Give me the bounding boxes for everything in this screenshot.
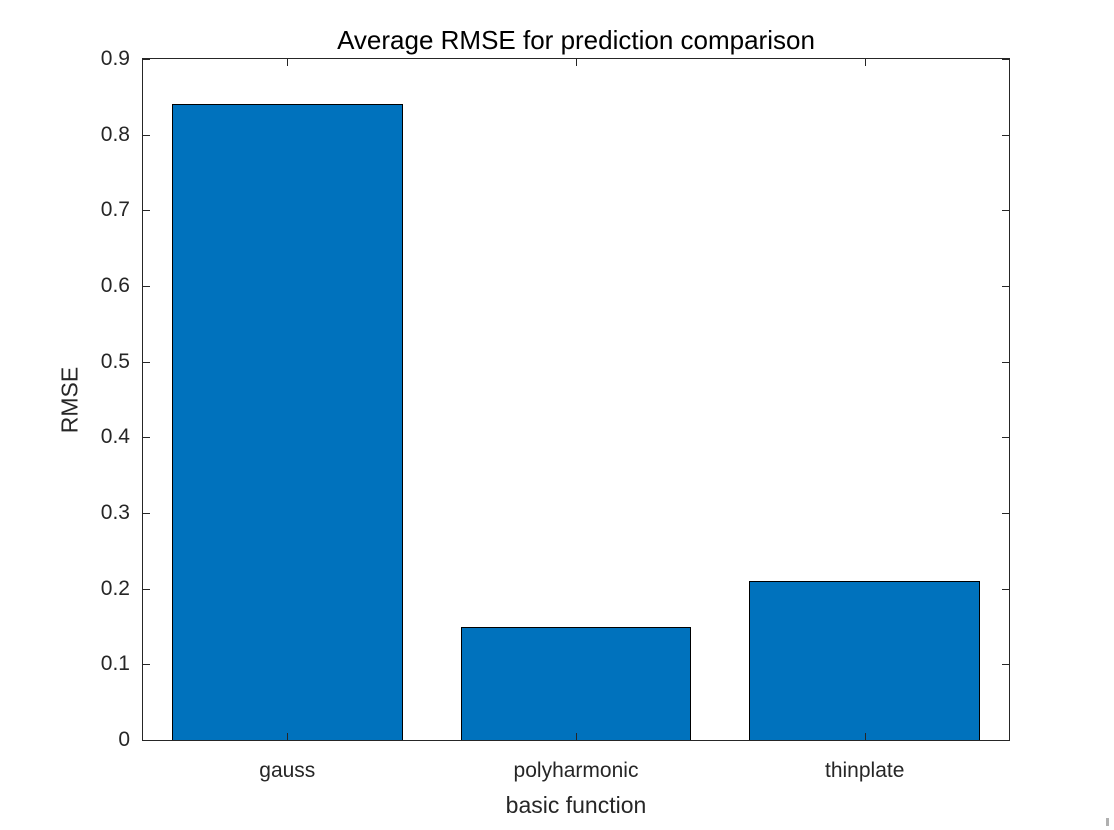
y-tick-label: 0.4 bbox=[100, 425, 130, 448]
y-tick-mark bbox=[143, 135, 150, 136]
y-tick-mark-right bbox=[1002, 437, 1009, 438]
bar-polyharmonic bbox=[460, 626, 692, 740]
x-tick-label-polyharmonic: polyharmonic bbox=[513, 759, 639, 782]
y-tick-mark bbox=[143, 589, 150, 590]
y-tick-label: 0.9 bbox=[100, 47, 130, 70]
y-tick-mark-right bbox=[1002, 286, 1009, 287]
y-tick-mark-right bbox=[1002, 513, 1009, 514]
y-tick-label: 0.6 bbox=[100, 274, 130, 297]
y-tick-mark bbox=[143, 362, 150, 363]
corner-artifact bbox=[1106, 818, 1109, 826]
y-tick-mark bbox=[143, 740, 150, 741]
y-tick-label: 0.5 bbox=[100, 350, 130, 373]
y-tick-mark-right bbox=[1002, 589, 1009, 590]
x-tick-mark bbox=[287, 733, 288, 740]
y-tick-mark-right bbox=[1002, 210, 1009, 211]
x-tick-mark bbox=[576, 733, 577, 740]
y-tick-mark bbox=[143, 513, 150, 514]
y-tick-label: 0.7 bbox=[100, 198, 130, 221]
y-tick-label: 0.2 bbox=[100, 577, 130, 600]
y-tick-label: 0.8 bbox=[100, 123, 130, 146]
chart-title: Average RMSE for prediction comparison bbox=[337, 25, 815, 55]
y-tick-mark bbox=[143, 664, 150, 665]
bar-thinplate bbox=[749, 581, 981, 740]
y-tick-mark-right bbox=[1002, 362, 1009, 363]
y-tick-label: 0 bbox=[118, 728, 130, 751]
x-tick-mark-top bbox=[865, 59, 866, 66]
y-tick-mark-right bbox=[1002, 740, 1009, 741]
x-tick-mark bbox=[865, 733, 866, 740]
x-tick-label-thinplate: thinplate bbox=[824, 759, 905, 782]
y-tick-label: 0.3 bbox=[100, 501, 130, 524]
y-tick-mark-right bbox=[1002, 135, 1009, 136]
y-tick-mark bbox=[143, 437, 150, 438]
x-tick-mark-top bbox=[287, 59, 288, 66]
x-tick-mark-top bbox=[576, 59, 577, 66]
x-axis-label: basic function bbox=[505, 792, 647, 818]
x-tick-label-gauss: gauss bbox=[259, 759, 316, 782]
y-tick-mark-right bbox=[1002, 59, 1009, 60]
y-tick-mark bbox=[143, 286, 150, 287]
y-tick-mark bbox=[143, 59, 150, 60]
y-tick-label: 0.1 bbox=[100, 652, 130, 675]
bar-gauss bbox=[171, 104, 403, 740]
y-tick-mark-right bbox=[1002, 664, 1009, 665]
y-tick-mark bbox=[143, 210, 150, 211]
